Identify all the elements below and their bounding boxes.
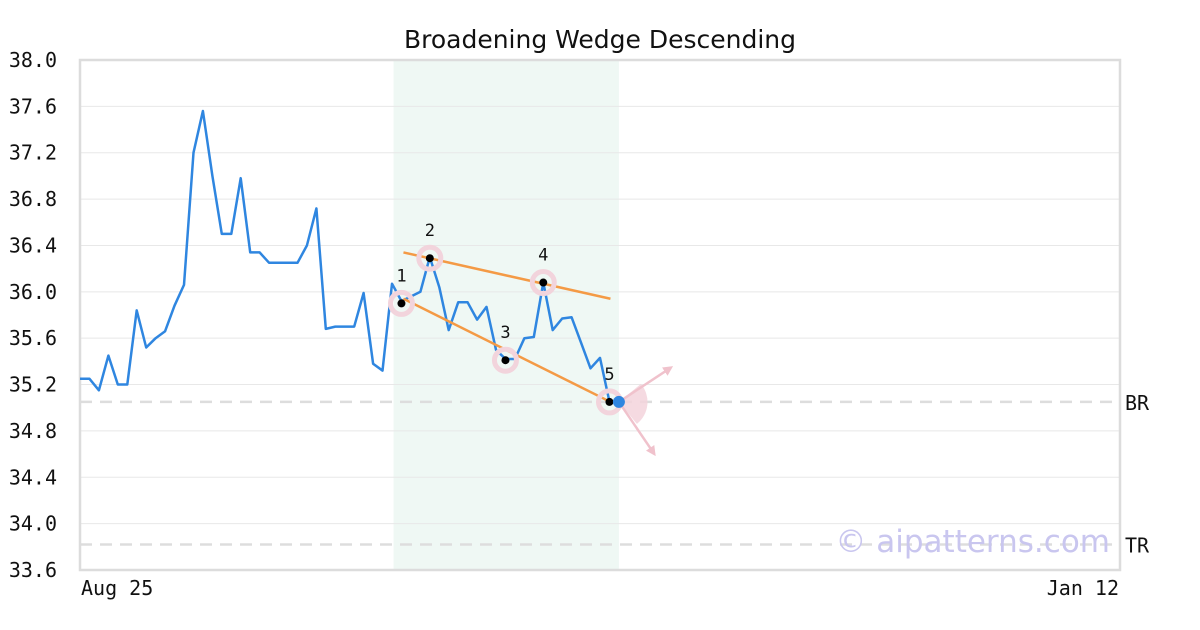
pattern-point-3 [501, 356, 510, 365]
y-tick-label: 35.2 [9, 373, 57, 397]
y-tick-label: 37.6 [9, 94, 57, 118]
pattern-point-halo [491, 346, 519, 374]
x-tick-label: Jan 12 [1047, 576, 1119, 600]
y-tick-label: 36.0 [9, 280, 57, 304]
y-tick-label: 34.0 [9, 512, 57, 536]
chart-title: Broadening Wedge Descending [404, 25, 796, 54]
reference-label-br: BR [1125, 391, 1150, 415]
x-tick-label: Aug 25 [81, 576, 153, 600]
pattern-point-halo [529, 269, 557, 297]
pattern-point-halo [416, 244, 444, 272]
y-tick-label: 33.6 [9, 558, 57, 582]
pattern-point-4 [539, 278, 548, 287]
pattern-point-1 [397, 299, 406, 308]
y-tick-label: 37.2 [9, 141, 57, 165]
pattern-point-label: 5 [604, 365, 614, 385]
pattern-highlight-band [393, 60, 619, 570]
plot-frame [78, 58, 1122, 572]
price-series-line [80, 109, 611, 403]
pattern-point-halo [387, 289, 415, 317]
trendline-upper [403, 251, 611, 300]
pattern-point-label: 3 [500, 323, 510, 343]
breakout-arrow-up [618, 366, 674, 403]
breakout-arrow-down [617, 401, 656, 457]
current-price-dot [612, 395, 625, 408]
breakout-fan [618, 383, 648, 424]
y-tick-label: 36.8 [9, 187, 57, 211]
y-tick-label: 34.8 [9, 419, 57, 443]
y-tick-label: 38.0 [9, 48, 57, 72]
pattern-point-5 [605, 397, 614, 406]
pattern-point-label: 1 [396, 266, 406, 286]
y-tick-label: 34.4 [9, 465, 57, 489]
reference-label-tr: TR [1125, 534, 1150, 558]
watermark: © aipatterns.com [835, 524, 1110, 560]
y-tick-label: 35.6 [9, 326, 57, 350]
pattern-point-2 [425, 254, 434, 263]
y-tick-label: 36.4 [9, 233, 57, 257]
pattern-point-label: 4 [538, 246, 548, 266]
pattern-point-label: 2 [425, 221, 435, 241]
